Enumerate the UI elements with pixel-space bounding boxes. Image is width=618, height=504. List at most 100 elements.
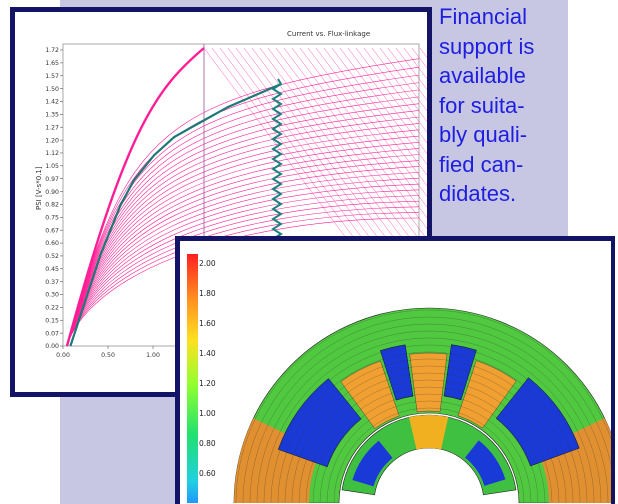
hatch-line: [251, 47, 413, 263]
y-tick-label: 0.15: [45, 317, 59, 324]
y-tick-label: 0.90: [45, 189, 59, 196]
flux-line: [270, 344, 588, 504]
hatch-line: [219, 47, 381, 263]
caption-text: Financial support is available for suita…: [439, 2, 569, 209]
rotor-slot: [352, 440, 393, 487]
flux-curve: [66, 148, 420, 347]
hatch-line: [243, 47, 405, 263]
hatch-line: [323, 47, 427, 187]
y-tick-label: 0.07: [45, 330, 59, 337]
hatch-line: [395, 47, 427, 90]
caption-line: fied can-: [439, 151, 524, 177]
flux-line: [333, 407, 525, 504]
y-tick-label: 1.05: [45, 163, 59, 170]
high-flux-region: [234, 418, 321, 503]
flux-curve: [66, 74, 420, 347]
flux-curve: [66, 123, 420, 347]
y-tick-label: 1.27: [45, 124, 59, 131]
motor-cross-section: [180, 307, 611, 504]
hatch-line: [291, 47, 427, 229]
hatch-line: [339, 47, 427, 165]
flux-curve: [66, 154, 420, 347]
colorbar-label: 1.20: [199, 379, 216, 388]
flux-line: [263, 337, 595, 504]
hatch-line: [419, 47, 427, 58]
flux-line: [242, 316, 611, 504]
y-tick-label: 0.75: [45, 215, 59, 222]
y-tick-label: 1.35: [45, 112, 59, 119]
y-tick-label: 1.20: [45, 137, 59, 144]
flux-line: [256, 330, 602, 504]
flux-curve: [66, 89, 420, 347]
y-axis-ticks: 0.00 0.07 0.15 0.22 0.30 0.37 0.45 0.52 0.60 0.67…: [45, 47, 63, 350]
flux-curve: [66, 110, 420, 347]
caption-line: Financial: [439, 4, 528, 29]
hatch-line: [379, 47, 427, 112]
flux-line: [326, 400, 532, 504]
flux-line: [277, 351, 581, 504]
caption-line: didates.: [439, 181, 517, 206]
hatch-line: [347, 47, 427, 155]
colorbar-label: 1.00: [199, 409, 216, 418]
flux-curve: [66, 96, 420, 347]
flux-curve: [66, 82, 420, 347]
colorbar: [187, 254, 198, 504]
rotor: [341, 414, 517, 496]
colorbar-label: 0.60: [199, 469, 216, 478]
y-tick-label: 1.72: [45, 47, 59, 54]
colorbar-label: 1.80: [199, 289, 216, 298]
hysteresis-zigzag: [271, 78, 283, 250]
stator-tooth: [340, 360, 400, 429]
field-plot-frame: 2.00 1.80 1.60 1.40 1.20 1.00 0.80 0.60: [175, 236, 615, 504]
flux-curve: [66, 58, 420, 347]
y-tick-label: 1.12: [45, 150, 59, 157]
y-tick-label: 1.42: [45, 99, 59, 106]
flux-line: [284, 358, 574, 504]
y-axis-label: PSI [V-s*0.1]: [35, 166, 43, 210]
caption-line: for suita-: [439, 92, 525, 118]
hatch-line: [363, 47, 427, 133]
rotor-slot: [465, 440, 506, 486]
hatch-line: [283, 47, 427, 240]
flux-curve: [66, 116, 420, 347]
hatch-line: [307, 47, 427, 208]
hatch-line: [315, 47, 427, 197]
y-tick-label: 0.52: [45, 253, 59, 260]
flux-curve: [66, 103, 420, 347]
hatch-line: [267, 47, 427, 262]
y-tick-label: 0.97: [45, 176, 59, 183]
caption-line: bly quali-: [439, 122, 528, 147]
colorbar-label: 0.80: [199, 439, 216, 448]
stator-slot: [277, 378, 362, 468]
hatch-line: [299, 47, 427, 219]
colorbar-label: 1.40: [199, 349, 216, 358]
chart-title: Current vs. Flux-linkage: [287, 30, 370, 38]
x-tick-label: 0.00: [56, 352, 70, 359]
stator-slot: [379, 344, 414, 401]
hatch-line: [355, 47, 427, 144]
hatch-line: [275, 47, 427, 251]
flux-line: [249, 323, 609, 504]
y-tick-label: 0.67: [45, 227, 59, 234]
y-tick-label: 1.50: [45, 86, 59, 93]
flux-line: [305, 379, 553, 504]
hatch-line: [211, 47, 373, 263]
hatch-line: [235, 47, 397, 263]
flux-line: [312, 386, 546, 504]
colorbar-labels: 2.00 1.80 1.60 1.40 1.20 1.00 0.80 0.60: [199, 259, 216, 478]
flux-line: [235, 309, 611, 504]
caption-line: available: [439, 63, 526, 88]
hatch-line: [203, 47, 365, 263]
y-tick-label: 0.37: [45, 279, 59, 286]
flux-curve: [66, 129, 420, 347]
colorbar-label: 2.00: [199, 259, 216, 268]
flux-curve: [66, 212, 420, 347]
stator-slot: [443, 344, 477, 401]
x-tick-label: 1.00: [146, 352, 160, 359]
flux-line: [291, 365, 567, 504]
curve-family: [65, 47, 420, 347]
motor-field-plot: 2.00 1.80 1.60 1.40 1.20 1.00 0.80 0.60: [180, 254, 611, 504]
x-tick-label: 0.50: [101, 352, 115, 359]
hatch-line: [387, 47, 427, 101]
y-tick-label: 0.22: [45, 305, 59, 312]
